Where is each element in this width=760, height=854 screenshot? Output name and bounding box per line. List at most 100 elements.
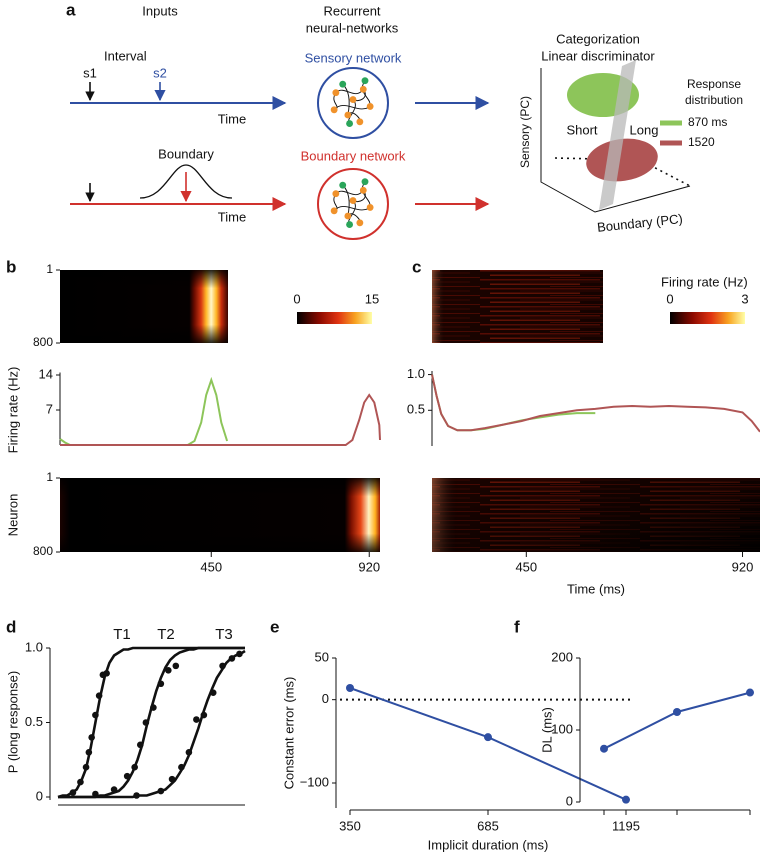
data-point <box>82 763 90 771</box>
panel-label: b <box>6 257 16 276</box>
section-title: Categorization <box>556 31 640 46</box>
data-point <box>110 786 118 793</box>
line <box>58 649 246 799</box>
axis-label: Boundary (PC) <box>596 211 683 235</box>
y-axis-label: P (long response) <box>5 671 20 773</box>
data-point <box>85 749 93 756</box>
x-tick-label: 350 <box>339 818 361 833</box>
s1-label: s1 <box>83 65 97 80</box>
heatmap-shade <box>60 478 380 552</box>
boundary-gaussian <box>139 164 233 199</box>
data-point <box>236 650 243 658</box>
data-point <box>95 692 103 699</box>
line <box>58 646 245 799</box>
legend-label: 1520 <box>688 135 715 149</box>
y-tick-label: 200 <box>551 649 573 664</box>
legend-title: distribution <box>685 93 743 107</box>
discriminator-plane <box>599 60 636 210</box>
y-tick-label: 0 <box>322 691 329 706</box>
time-label: Time <box>218 111 246 126</box>
y-tick-label: 800 <box>33 544 53 558</box>
y-tick-label: 1 <box>46 262 53 276</box>
data-point <box>193 716 200 723</box>
pc-axes <box>540 68 691 213</box>
data-point <box>172 662 180 670</box>
short-label: Short <box>566 122 597 137</box>
data-point <box>142 719 150 726</box>
data-point <box>77 778 84 786</box>
distribution-1520 <box>586 138 658 182</box>
network-label: Boundary network <box>301 148 406 163</box>
time-label: Time <box>218 209 246 224</box>
data-point <box>92 711 99 719</box>
s2-label: s2 <box>153 65 167 80</box>
y-axis-label: Neuron <box>5 494 20 537</box>
line <box>60 393 381 446</box>
colorbar-tick-label: 15 <box>365 291 379 306</box>
data-point <box>178 763 185 771</box>
y-axis-label: Firing rate (Hz) <box>5 367 20 454</box>
x-tick-label: 920 <box>358 559 380 574</box>
data-point <box>228 655 236 662</box>
line <box>431 374 760 433</box>
data-point <box>131 763 138 771</box>
heatmap-shade <box>432 270 603 343</box>
y-axis-label: DL (ms) <box>539 707 554 753</box>
data-point <box>219 662 226 670</box>
colorbar <box>297 312 372 324</box>
data-point <box>185 749 193 756</box>
heatmap-shade <box>432 478 760 552</box>
y-tick-label: −100 <box>300 774 329 789</box>
data-point <box>150 704 157 711</box>
line <box>59 376 229 446</box>
colorbar-tick-label: 0 <box>293 291 300 306</box>
data-point <box>600 744 608 753</box>
y-tick-label: 0 <box>36 788 43 803</box>
y-tick-label: 50 <box>315 649 329 664</box>
colorbar-tick-label: 0 <box>666 291 673 306</box>
colorbar-label: Firing rate (Hz) <box>661 274 748 289</box>
data-point <box>209 689 217 696</box>
section-title: Linear discriminator <box>541 48 655 63</box>
heatmaps: Firing rate (Hz) <box>60 270 760 552</box>
panel-label: d <box>6 617 16 636</box>
data-point <box>103 670 110 677</box>
network-label: Sensory network <box>305 50 402 65</box>
line <box>349 687 627 801</box>
y-tick-label: 7 <box>46 401 53 416</box>
y-tick-label: 800 <box>33 335 53 349</box>
y-tick-label: 14 <box>39 366 53 381</box>
panel-label: e <box>270 617 279 636</box>
axis-label: Sensory (PC) <box>518 96 532 168</box>
data-point <box>622 795 630 804</box>
data-point <box>88 734 95 741</box>
data-point <box>673 708 681 716</box>
data-point <box>69 789 77 796</box>
heatmap-shade <box>60 270 228 343</box>
legend-label: 870 ms <box>688 115 727 129</box>
diagram: Inputs Recurrent neural-networks Categor… <box>70 3 743 240</box>
y-tick-label: 1.0 <box>407 366 425 381</box>
x-tick-label: 450 <box>200 559 222 574</box>
data-point <box>200 711 208 719</box>
x-tick-label: 1195 <box>612 818 640 833</box>
panel-label: a <box>66 0 76 19</box>
data-point <box>157 680 165 688</box>
panel-label: f <box>514 617 520 636</box>
x-axis-label: Time (ms) <box>567 581 625 596</box>
series-label: T1 <box>113 626 131 643</box>
data-point <box>746 688 754 697</box>
line <box>603 691 751 750</box>
series-label: T3 <box>215 626 233 643</box>
x-tick-label: 685 <box>477 818 499 833</box>
y-tick-label: 1.0 <box>25 639 43 654</box>
y-tick-label: 100 <box>551 721 573 736</box>
colorbar <box>670 312 745 324</box>
y-tick-label: 0 <box>566 793 573 808</box>
x-axis-label: Implicit duration (ms) <box>428 837 549 852</box>
data-point <box>136 741 144 749</box>
x-tick-label: 450 <box>515 559 537 574</box>
data-point <box>165 667 172 674</box>
section-title: Inputs <box>142 3 178 18</box>
